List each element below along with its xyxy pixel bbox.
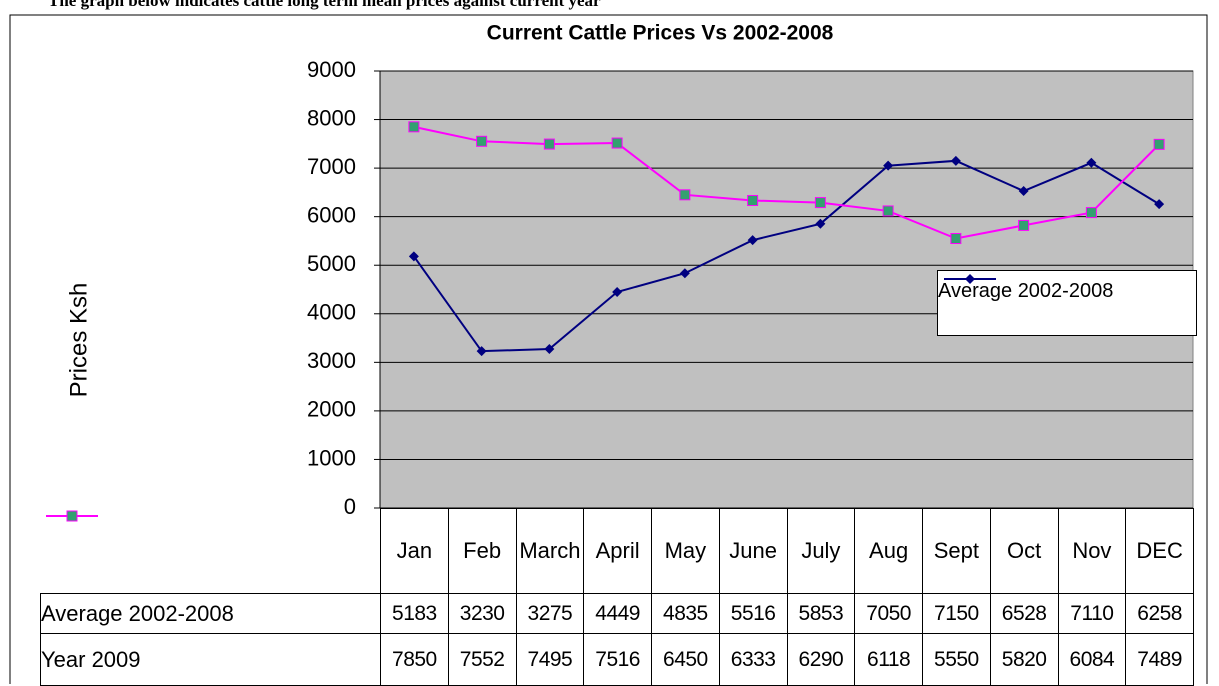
marker — [747, 235, 758, 246]
category-cell: Sept — [922, 508, 991, 594]
category-cell: DEC — [1125, 508, 1194, 594]
value-cell: 5183 — [380, 593, 449, 634]
table: Jan Feb March April May June July Aug Sept Oct Nov… — [40, 508, 1194, 686]
data-table: Jan Feb March April May June July Aug Sept Oct Nov… — [40, 508, 1194, 686]
y-tick-label: 5000 — [307, 251, 356, 276]
y-tick-label: 9000 — [307, 57, 356, 82]
value-cell: 5550 — [922, 633, 991, 686]
series-line — [413, 125, 1160, 240]
marker — [965, 274, 975, 284]
y-tick-label: 0 — [344, 494, 356, 519]
y-tick-label: 3000 — [307, 348, 356, 373]
value-cell: 7552 — [447, 633, 517, 686]
marker — [544, 343, 555, 354]
y-tick-label: 6000 — [307, 202, 356, 227]
category-cell: Feb — [447, 508, 517, 594]
value-cell: 3275 — [515, 593, 585, 634]
value-cell: 7516 — [583, 633, 652, 686]
value-cell: 7495 — [515, 633, 585, 686]
value-cell: 7050 — [854, 593, 923, 634]
marker — [882, 205, 894, 217]
value-cell: 5853 — [786, 593, 856, 634]
marker — [883, 160, 894, 171]
series-name-cell: Year 2009 — [40, 510, 381, 686]
legend: Average 2002-2008 — [937, 270, 1197, 336]
value-cell: 7110 — [1057, 593, 1127, 634]
value-cell: 6450 — [651, 633, 720, 686]
category-cell: May — [651, 508, 720, 594]
y-tick-label: 8000 — [307, 105, 356, 130]
marker — [679, 268, 690, 279]
marker — [408, 251, 419, 262]
y-tick-label: 2000 — [307, 397, 356, 422]
marker — [1018, 219, 1030, 231]
marker — [543, 138, 555, 150]
category-cell: Nov — [1057, 508, 1127, 594]
marker — [1085, 207, 1097, 219]
value-cell: 6333 — [718, 633, 788, 686]
series-row: Average 2002-2008 5183 3230 3275 4449 4835 551… — [40, 511, 1194, 634]
marker — [679, 189, 691, 201]
heading: The graph below indicates cattle long te… — [48, 0, 601, 10]
marker — [815, 218, 826, 229]
value-cell: 4835 — [651, 593, 720, 634]
y-tick-label: 4000 — [307, 300, 356, 325]
category-cell: July — [786, 508, 856, 594]
chart-title: Current Cattle Prices Vs 2002-2008 — [487, 22, 834, 45]
series-name-cell: Average 2002-2008 — [40, 511, 381, 634]
category-cell: March — [515, 508, 585, 594]
y-tick-label: 7000 — [307, 154, 356, 179]
marker — [612, 286, 623, 297]
marker — [747, 194, 759, 206]
category-cell: April — [583, 508, 652, 594]
value-cell: 7489 — [1125, 633, 1194, 686]
value-cell: 6258 — [1125, 593, 1194, 634]
category-cell: June — [718, 508, 788, 594]
marker — [1018, 186, 1029, 197]
series-icon — [944, 274, 996, 284]
value-cell: 6118 — [854, 633, 923, 686]
marker — [408, 121, 420, 133]
value-cell: 7150 — [922, 593, 991, 634]
series-name: Year 2009 — [41, 646, 141, 672]
marker — [476, 346, 487, 357]
series-row: Year 2009 7850 7552 7495 7516 6450 6333 6290 611… — [40, 510, 1194, 686]
series-name: Average 2002-2008 — [41, 600, 234, 626]
marker — [1154, 199, 1165, 210]
value-cell: 7850 — [380, 633, 449, 686]
value-cell: 6528 — [989, 593, 1059, 634]
value-cell: 3230 — [447, 593, 517, 634]
category-cell: Aug — [854, 508, 923, 594]
marker — [950, 233, 962, 245]
y-tick-label: 1000 — [307, 445, 356, 470]
value-cell: 4449 — [583, 593, 652, 634]
marker — [611, 137, 623, 149]
series-line — [413, 159, 1160, 353]
category-cell: Oct — [989, 508, 1059, 594]
marker — [1086, 157, 1097, 168]
marker — [950, 155, 961, 166]
y-axis-label: Prices Ksh — [65, 283, 92, 398]
header-row: Jan Feb March April May June July Aug Sept Oct Nov… — [41, 508, 1194, 594]
value-cell: 6084 — [1057, 633, 1127, 686]
marker — [814, 197, 826, 209]
value-cell: 5516 — [718, 593, 788, 634]
value-cell: 6290 — [786, 633, 856, 686]
marker — [476, 135, 488, 147]
legend-label: Average 2002-2008 — [938, 280, 1114, 302]
marker — [1153, 138, 1165, 150]
category-cell: Jan — [380, 508, 449, 594]
value-cell: 5820 — [989, 633, 1059, 686]
